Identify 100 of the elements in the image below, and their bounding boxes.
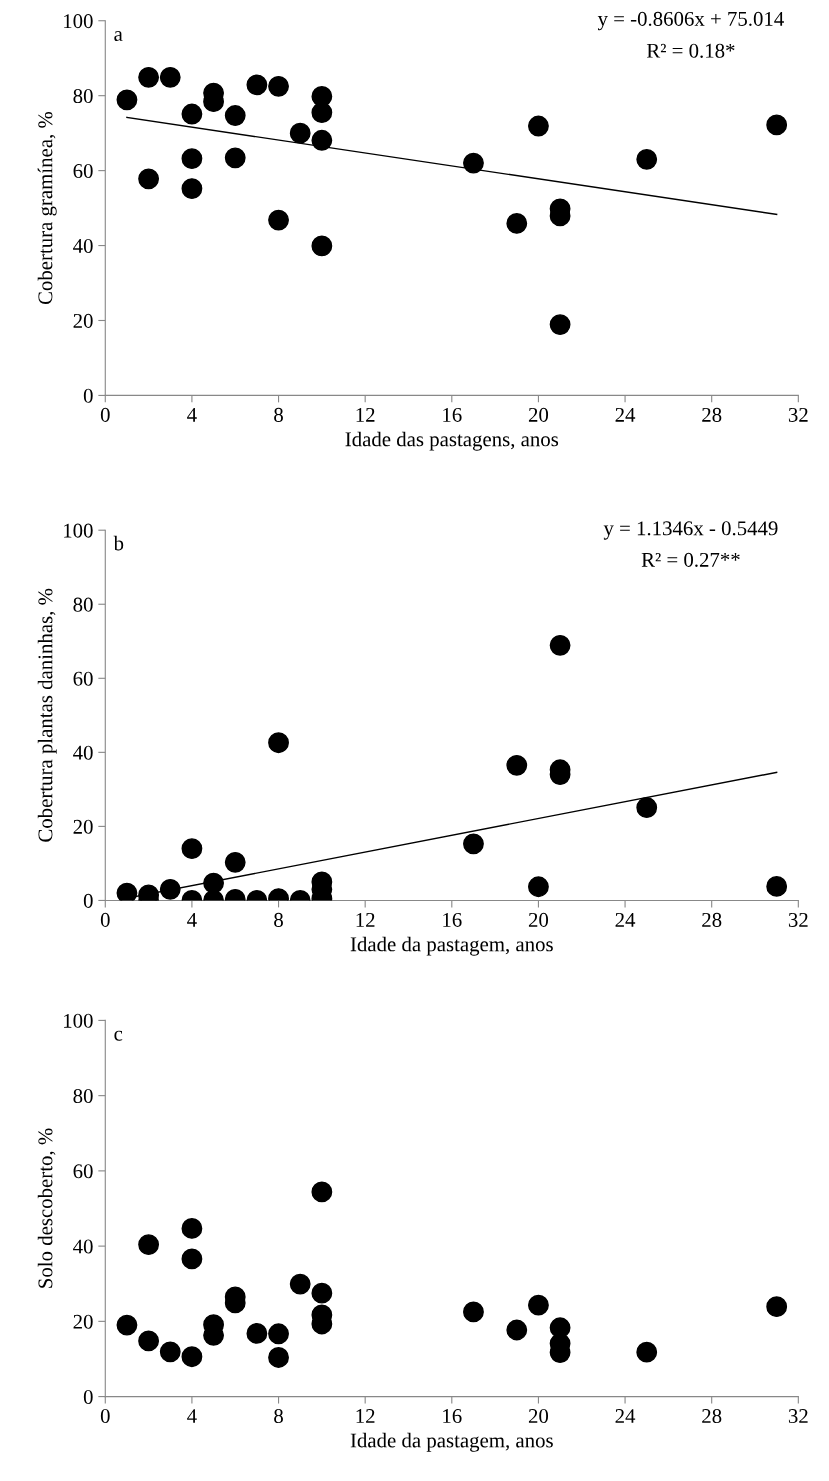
point [289, 1273, 311, 1295]
point [311, 102, 333, 123]
annotation: y = -0.8606x + 75.014 [597, 11, 784, 31]
point [246, 74, 268, 96]
x-tick-label: 20 [528, 407, 549, 422]
point [528, 876, 549, 898]
y-tick-label: 20 [73, 1314, 93, 1329]
annotation: R² = 0.27** [641, 552, 740, 567]
y-axis-title: Cobertura plantas daninhas, % [37, 588, 57, 842]
point [181, 178, 203, 200]
y-tick-label: 80 [73, 89, 93, 104]
point [636, 1341, 658, 1363]
point [224, 147, 246, 169]
annotation: c [114, 1030, 123, 1041]
x-tick-label: 0 [100, 912, 110, 927]
point [549, 634, 571, 656]
point [268, 209, 289, 231]
x-tick-label: 12 [356, 1409, 375, 1423]
y-axis-title: Cobertura gramínea, % [37, 111, 57, 305]
point [463, 1301, 484, 1323]
x-tick-label: 0 [100, 407, 110, 422]
point [311, 235, 333, 257]
x-tick-label: 16 [443, 912, 462, 927]
y-tick-label: 40 [73, 238, 93, 253]
point [203, 872, 224, 894]
y-tick-label: 100 [64, 523, 93, 538]
point [138, 1330, 160, 1352]
point [159, 878, 181, 900]
x-tick-label: 20 [528, 912, 549, 927]
y-tick-label: 20 [73, 819, 93, 834]
point [506, 754, 528, 776]
x-tick-label: 28 [702, 912, 722, 927]
x-axis-title: Idade da pastagem, anos [350, 1432, 553, 1452]
y-tick-label: 100 [64, 1013, 93, 1028]
point [268, 75, 289, 97]
point [181, 1218, 203, 1239]
point [528, 1294, 549, 1316]
x-tick-label: 16 [443, 1409, 462, 1424]
x-tick-label: 24 [615, 1409, 636, 1423]
point [181, 1248, 203, 1270]
point [549, 314, 571, 336]
point [289, 122, 311, 144]
point [506, 213, 528, 234]
point [181, 103, 203, 125]
point [311, 1181, 333, 1203]
y-tick-label: 100 [64, 14, 93, 29]
point [116, 89, 138, 111]
point [138, 168, 160, 190]
x-tick-label: 32 [788, 1409, 808, 1424]
point [528, 115, 549, 137]
x-tick-label: 20 [528, 1408, 549, 1424]
point [181, 838, 203, 860]
y-tick-label: 0 [83, 893, 93, 908]
point [181, 148, 203, 170]
x-tick-label: 4 [187, 407, 197, 422]
y-tick-label: 80 [73, 1089, 93, 1104]
y-tick-label: 40 [73, 1239, 93, 1254]
point [506, 1319, 528, 1341]
point [268, 1347, 289, 1368]
point [138, 1234, 160, 1256]
point [766, 1296, 788, 1318]
x-tick-label: 16 [443, 407, 462, 422]
y-tick-label: 20 [73, 313, 93, 328]
y-tick-label: 0 [83, 388, 93, 403]
point [636, 797, 658, 818]
point [766, 114, 788, 136]
point [181, 1346, 203, 1368]
point [463, 833, 484, 855]
point [116, 1314, 138, 1336]
y-tick-label: 60 [73, 1164, 93, 1179]
x-tick-label: 8 [274, 912, 283, 927]
point [246, 1322, 268, 1344]
point [159, 1341, 181, 1363]
y-tick-label: 60 [73, 163, 93, 179]
point [636, 148, 658, 170]
annotation: y = 1.1346x - 0.5449 [603, 521, 778, 540]
x-tick-label: 4 [187, 1409, 197, 1423]
point [766, 875, 788, 897]
y-tick-label: 80 [73, 597, 93, 612]
x-tick-label: 8 [274, 1408, 283, 1424]
x-tick-label: 8 [274, 407, 283, 422]
x-tick-label: 32 [788, 912, 808, 927]
x-tick-label: 12 [356, 407, 375, 422]
y-tick-label: 40 [73, 745, 93, 760]
point [159, 66, 181, 88]
x-tick-label: 28 [702, 407, 722, 422]
x-axis-title: Idade da pastagem, anos [350, 936, 553, 956]
point [268, 1323, 289, 1345]
point [268, 732, 289, 754]
point [311, 1282, 333, 1304]
x-tick-label: 12 [356, 912, 375, 927]
x-tick-label: 0 [100, 1408, 110, 1424]
y-tick-label: 0 [83, 1389, 93, 1405]
point [463, 152, 484, 174]
annotation: b [113, 535, 124, 551]
point [224, 851, 246, 873]
x-tick-label: 24 [615, 912, 636, 927]
point [224, 105, 246, 126]
y-axis-title: Solo descoberto, % [37, 1128, 56, 1288]
y-tick-label: 60 [73, 671, 93, 686]
